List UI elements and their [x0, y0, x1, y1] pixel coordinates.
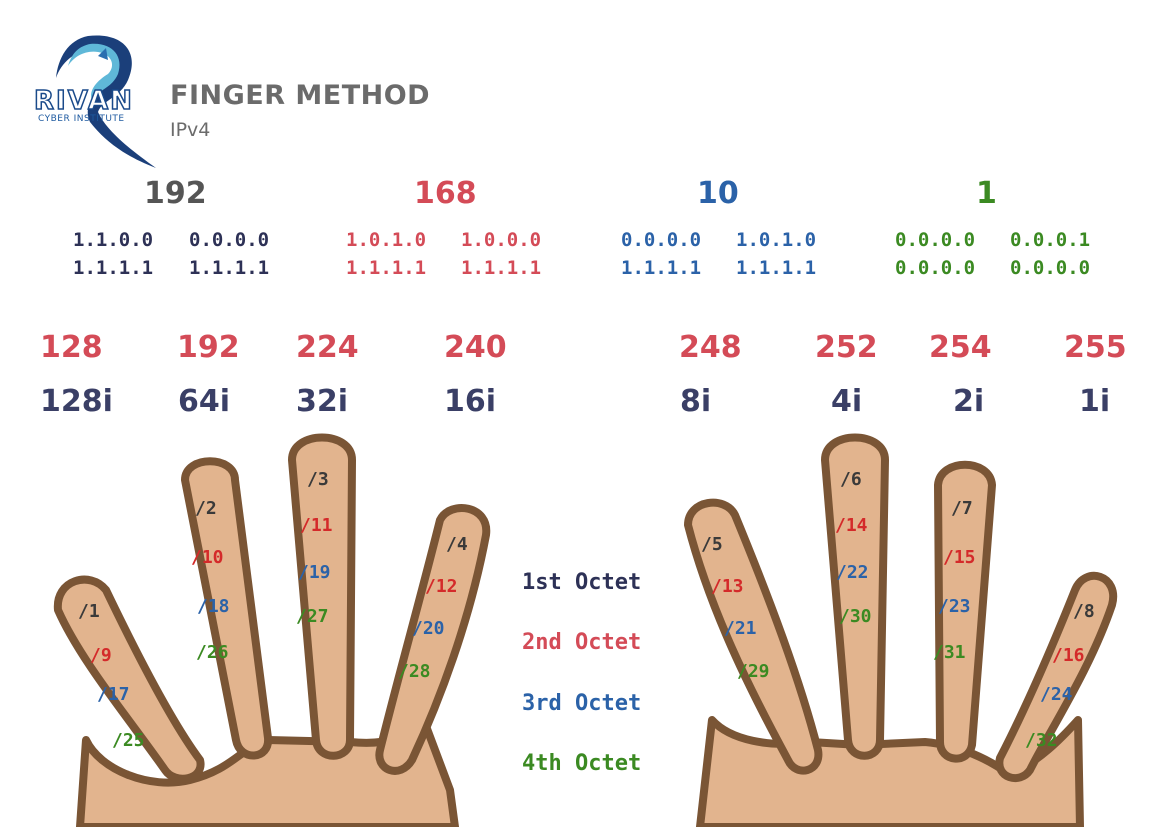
octet-3-binary-a: 0.0.0.0	[621, 229, 702, 251]
host-count: 128i	[40, 384, 113, 419]
right-finger-5	[684, 498, 823, 775]
finger-label: /24	[1040, 684, 1073, 705]
finger-label: /17	[97, 684, 130, 705]
legend-3rd-octet: 3rd Octet	[522, 691, 642, 716]
finger-label: /1	[78, 601, 100, 622]
logo-subtitle: CYBER INSTITUTE	[38, 114, 125, 124]
finger-label: /16	[1052, 645, 1085, 666]
octet-2-binary-d: 1.1.1.1	[461, 257, 542, 279]
octet-2-binary-c: 1.1.1.1	[346, 257, 427, 279]
finger-label: /28	[398, 661, 431, 682]
finger-label: /9	[90, 645, 112, 666]
mask-value: 252	[815, 330, 878, 365]
host-count: 16i	[444, 384, 497, 419]
finger-label: /20	[412, 618, 445, 639]
octet-1-value: 192	[144, 176, 207, 211]
host-count: 1i	[1079, 384, 1111, 419]
octet-2-value: 168	[414, 176, 477, 211]
mask-value: 254	[929, 330, 992, 365]
finger-label: /22	[836, 562, 869, 583]
finger-label: /10	[191, 547, 224, 568]
finger-label: /18	[197, 596, 230, 617]
octet-4-binary-d: 0.0.0.0	[1010, 257, 1091, 279]
page-subtitle: IPv4	[170, 119, 211, 141]
octet-2-binary-b: 1.0.0.0	[461, 229, 542, 251]
mask-value: 192	[177, 330, 240, 365]
finger-label: /27	[296, 606, 329, 627]
mask-value: 128	[40, 330, 103, 365]
legend-1st-octet: 1st Octet	[522, 570, 642, 595]
left-finger-1	[53, 575, 205, 783]
right-finger-8	[995, 571, 1118, 782]
legend-4th-octet: 4th Octet	[522, 751, 642, 776]
host-count: 2i	[953, 384, 985, 419]
octet-3-binary-b: 1.0.1.0	[736, 229, 817, 251]
finger-label: /11	[300, 515, 333, 536]
finger-label: /12	[425, 576, 458, 597]
finger-label: /3	[307, 469, 329, 490]
finger-label: /23	[938, 596, 971, 617]
octet-4-value: 1	[976, 176, 997, 211]
octet-3-binary-d: 1.1.1.1	[736, 257, 817, 279]
left-finger-3	[288, 433, 356, 760]
finger-label: /15	[943, 547, 976, 568]
host-count: 8i	[680, 384, 712, 419]
octet-1-binary-a: 1.1.0.0	[73, 229, 154, 251]
octet-4-binary-b: 0.0.0.1	[1010, 229, 1091, 251]
finger-label: /2	[195, 498, 217, 519]
left-finger-2	[181, 457, 272, 760]
finger-label: /13	[711, 576, 744, 597]
logo-name: RIVAN	[33, 85, 134, 117]
host-count: 64i	[178, 384, 231, 419]
finger-label: /5	[701, 534, 723, 555]
finger-label: /26	[196, 642, 229, 663]
left-finger-4	[375, 504, 491, 775]
dragon-icon	[56, 35, 156, 169]
finger-label: /21	[724, 618, 757, 639]
right-finger-7	[934, 460, 996, 763]
logo: RIVAN CYBER INSTITUTE	[28, 30, 158, 170]
octet-1-binary-b: 0.0.0.0	[189, 229, 270, 251]
legend-2nd-octet: 2nd Octet	[522, 630, 642, 655]
octet-3-value: 10	[697, 176, 739, 211]
finger-label: /30	[839, 606, 872, 627]
octet-4-binary-a: 0.0.0.0	[895, 229, 976, 251]
mask-value: 248	[679, 330, 742, 365]
octet-2-binary-a: 1.0.1.0	[346, 229, 427, 251]
page-title: FINGER METHOD	[170, 80, 431, 111]
finger-label: /19	[298, 562, 331, 583]
finger-label: /8	[1073, 601, 1095, 622]
host-count: 4i	[831, 384, 863, 419]
octet-4-binary-c: 0.0.0.0	[895, 257, 976, 279]
finger-label: /14	[835, 515, 868, 536]
finger-label: /31	[933, 642, 966, 663]
host-count: 32i	[296, 384, 349, 419]
octet-1-binary-d: 1.1.1.1	[189, 257, 270, 279]
octet-1-binary-c: 1.1.1.1	[73, 257, 154, 279]
mask-value: 255	[1064, 330, 1127, 365]
finger-label: /29	[737, 661, 770, 682]
mask-value: 240	[444, 330, 507, 365]
octet-3-binary-c: 1.1.1.1	[621, 257, 702, 279]
finger-label: /32	[1025, 730, 1058, 751]
finger-label: /6	[840, 469, 862, 490]
mask-value: 224	[296, 330, 359, 365]
finger-label: /25	[112, 730, 145, 751]
finger-label: /7	[951, 498, 973, 519]
right-finger-6	[821, 433, 889, 760]
finger-label: /4	[446, 534, 468, 555]
